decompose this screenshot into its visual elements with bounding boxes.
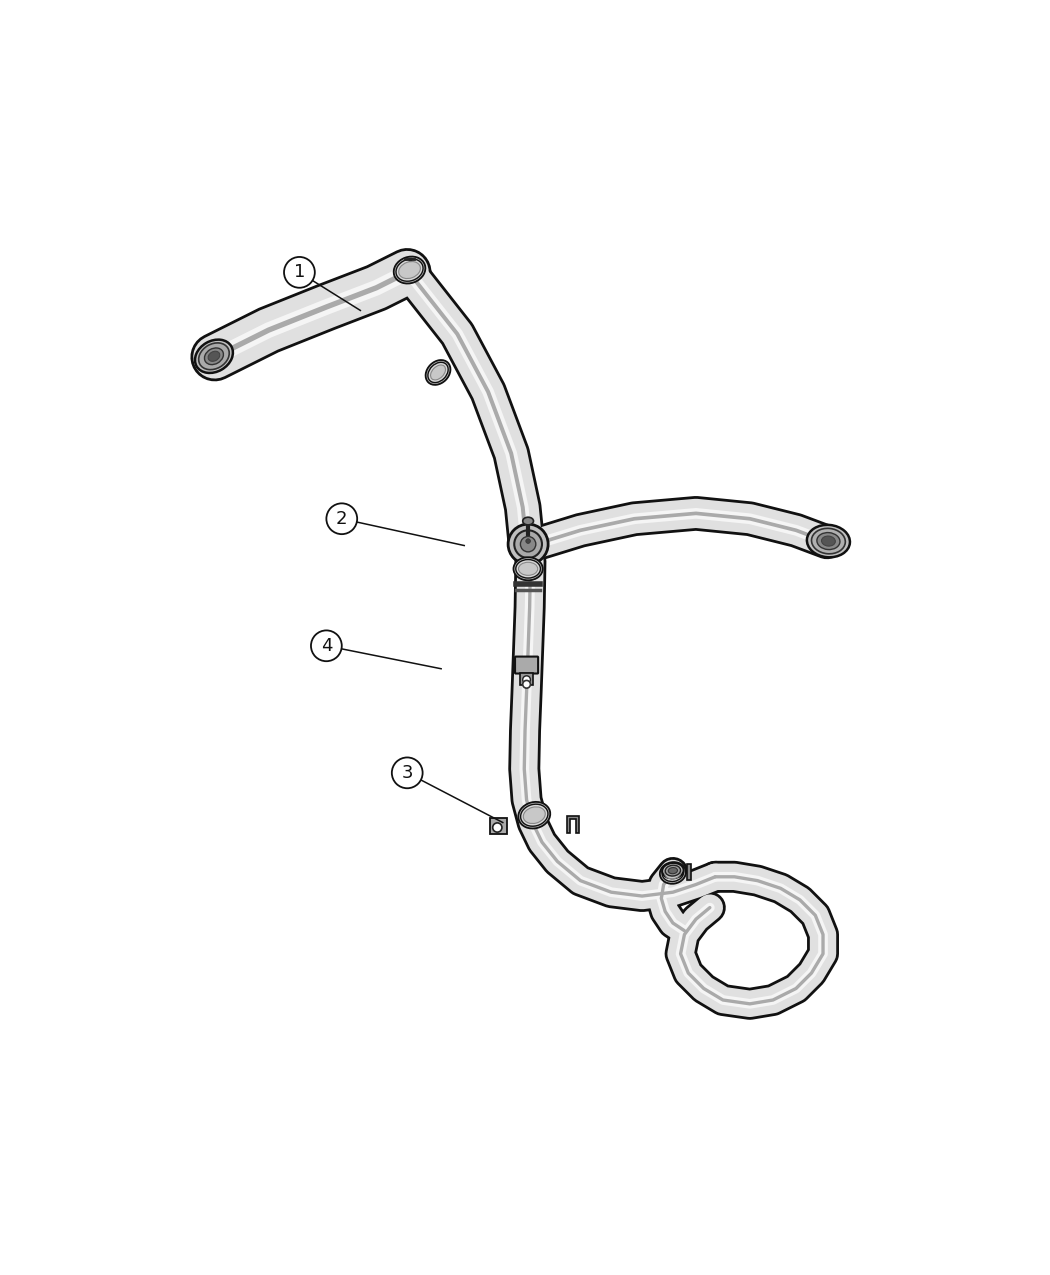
Ellipse shape bbox=[663, 863, 684, 878]
Ellipse shape bbox=[659, 862, 686, 884]
Polygon shape bbox=[687, 864, 691, 880]
Ellipse shape bbox=[513, 557, 543, 580]
Circle shape bbox=[521, 537, 536, 552]
Ellipse shape bbox=[208, 351, 219, 361]
Ellipse shape bbox=[195, 339, 233, 374]
Ellipse shape bbox=[806, 525, 849, 557]
Ellipse shape bbox=[425, 360, 450, 385]
Ellipse shape bbox=[523, 807, 545, 824]
Circle shape bbox=[392, 757, 422, 788]
Text: 3: 3 bbox=[401, 764, 413, 782]
Circle shape bbox=[311, 630, 342, 662]
Ellipse shape bbox=[812, 528, 845, 553]
Ellipse shape bbox=[519, 562, 538, 575]
Ellipse shape bbox=[523, 518, 533, 525]
Polygon shape bbox=[567, 816, 579, 833]
Polygon shape bbox=[521, 673, 532, 685]
Ellipse shape bbox=[198, 343, 229, 370]
Ellipse shape bbox=[394, 256, 425, 283]
Ellipse shape bbox=[396, 259, 423, 282]
Circle shape bbox=[284, 258, 315, 288]
Circle shape bbox=[492, 822, 502, 833]
Ellipse shape bbox=[665, 867, 680, 878]
Ellipse shape bbox=[666, 866, 680, 876]
Circle shape bbox=[508, 524, 548, 564]
Ellipse shape bbox=[663, 864, 684, 881]
Ellipse shape bbox=[521, 805, 548, 826]
Circle shape bbox=[526, 539, 530, 543]
Ellipse shape bbox=[205, 348, 224, 365]
Text: 2: 2 bbox=[336, 510, 348, 528]
Text: 4: 4 bbox=[320, 636, 332, 655]
Ellipse shape bbox=[428, 362, 448, 382]
Circle shape bbox=[523, 681, 530, 688]
Polygon shape bbox=[489, 817, 507, 834]
Ellipse shape bbox=[430, 365, 445, 380]
Circle shape bbox=[523, 676, 530, 683]
Ellipse shape bbox=[821, 536, 836, 546]
Ellipse shape bbox=[399, 261, 420, 278]
Ellipse shape bbox=[668, 867, 677, 873]
Ellipse shape bbox=[817, 533, 840, 550]
Ellipse shape bbox=[519, 802, 550, 829]
Circle shape bbox=[327, 504, 357, 534]
Ellipse shape bbox=[516, 560, 541, 578]
FancyBboxPatch shape bbox=[516, 657, 538, 673]
Circle shape bbox=[514, 530, 542, 558]
Text: 1: 1 bbox=[294, 264, 306, 282]
